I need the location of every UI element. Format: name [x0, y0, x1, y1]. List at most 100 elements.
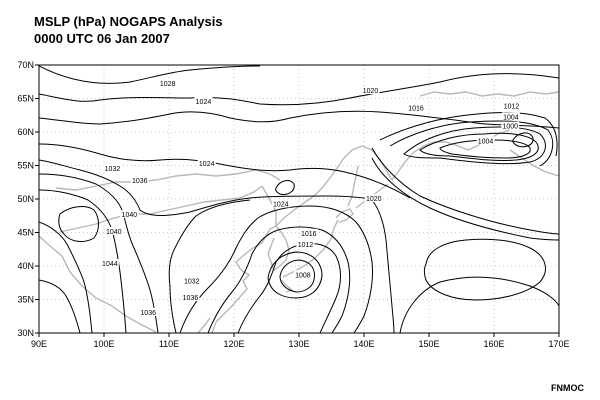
isobar-label: 1004 [503, 114, 519, 121]
chart-subtitle: 0000 UTC 06 Jan 2007 [34, 31, 170, 46]
source-credit: FNMOC [551, 383, 584, 393]
isobar-label: 1020 [363, 88, 379, 95]
isobar-label-background [100, 258, 119, 267]
isobar [371, 157, 559, 241]
isobar-label-background [407, 103, 425, 112]
isobar [39, 65, 261, 84]
isobar-label: 1000 [502, 124, 518, 131]
isobar-label: 1012 [504, 104, 520, 111]
isobar [168, 199, 251, 333]
lat-tick-label: 50N [17, 194, 34, 204]
isobar-label-background [476, 136, 495, 145]
coastline-okhotsk [343, 145, 393, 181]
coastlines [39, 91, 559, 333]
lon-tick-label: 150E [418, 339, 439, 349]
isobar-label: 1044 [102, 261, 118, 268]
isobar-label: 1040 [122, 212, 138, 219]
isobar-label-background [296, 240, 315, 249]
isobar-label-background [194, 96, 213, 105]
isobar-label-background [130, 175, 149, 184]
isobar-label: 1008 [295, 272, 311, 279]
lon-tick-label: 100E [93, 339, 114, 349]
isobar-label-background [271, 199, 290, 208]
isobar [371, 199, 395, 333]
isobar [275, 180, 295, 195]
isobar [424, 238, 546, 301]
isobar-label: 1036 [140, 310, 156, 317]
isobar [39, 73, 559, 106]
lat-tick-label: 30N [17, 328, 34, 338]
lat-tick-label: 70N [17, 60, 34, 70]
isobar [267, 251, 323, 299]
lon-tick-label: 170E [548, 339, 569, 349]
isobar-label: 1024 [196, 99, 212, 106]
isobar [371, 147, 559, 235]
isobar-label: 1032 [184, 278, 200, 285]
lon-tick-label: 140E [353, 339, 374, 349]
isobar-label: 1032 [105, 166, 121, 173]
coastline-china [211, 225, 277, 333]
isobar-label: 1016 [408, 106, 424, 113]
lat-tick-label: 65N [17, 94, 34, 104]
isobar-label: 1016 [301, 231, 317, 238]
isobar-label-background [361, 86, 380, 95]
coastline-sakhalin [347, 165, 359, 207]
isobar-label: 1012 [298, 242, 314, 249]
isobar [419, 132, 539, 162]
isobar-label-background [501, 112, 520, 121]
isobar-label: 1024 [273, 201, 289, 208]
coastline-taiwan-strait [197, 317, 211, 333]
isobar [512, 132, 534, 148]
axis-ticks: 90E 100E 110E 120E 130E 140E 150E 160E 170E 30N 35… [17, 60, 569, 349]
isobar [399, 276, 559, 333]
lat-tick-label: 45N [17, 228, 34, 238]
isobar [39, 143, 411, 199]
isobar [39, 159, 381, 216]
coastline-hokkaido [335, 208, 354, 223]
isobar-label-background [139, 307, 158, 316]
lon-tick-label: 120E [223, 339, 244, 349]
coastline-arctic [419, 91, 559, 97]
border-mongolia-china [59, 185, 263, 233]
isobar-label-background [501, 121, 520, 130]
isobar-label-background [364, 194, 383, 202]
lon-tick-label: 90E [31, 339, 47, 349]
isobar-label-background [197, 159, 216, 168]
isobar-label-background [182, 276, 201, 285]
isobar [207, 226, 351, 333]
isobar-label-background [104, 226, 123, 235]
isobar-label: 1004 [478, 138, 494, 145]
isobar-label-background [293, 270, 312, 279]
border-china-west [39, 235, 157, 333]
lon-tick-label: 110E [159, 339, 179, 349]
isobar [403, 126, 546, 165]
isobar [39, 279, 81, 333]
lat-tick-label: 60N [17, 127, 34, 137]
isobar [179, 205, 373, 333]
isobar-label: 1028 [160, 81, 176, 88]
coastline-korea [267, 225, 290, 272]
isobar-label: 1036 [183, 295, 199, 302]
coastline-aleutian [509, 149, 559, 177]
lat-tick-label: 35N [17, 295, 34, 305]
lat-tick-label: 55N [17, 161, 34, 171]
coastline-japan-kyushu [280, 279, 294, 293]
graticule [39, 65, 559, 333]
isobar-label: 1036 [132, 178, 148, 185]
isobar-label: 1024 [199, 161, 215, 168]
isobar-label-background [502, 101, 521, 110]
isobar [389, 120, 554, 167]
isobar-label-background [103, 163, 122, 172]
isobar [379, 112, 558, 157]
isobar-label: 1020 [366, 196, 382, 203]
isobar-label-background [299, 228, 318, 237]
chart-title: MSLP (hPa) NOGAPS Analysis [34, 14, 223, 29]
isobar [39, 221, 93, 333]
isobar-label: 1040 [106, 229, 122, 236]
lat-tick-label: 40N [17, 261, 34, 271]
isobar [39, 173, 159, 333]
isobar-label-background [158, 78, 177, 87]
isobar-label-background [120, 210, 139, 219]
lon-tick-label: 130E [288, 339, 309, 349]
